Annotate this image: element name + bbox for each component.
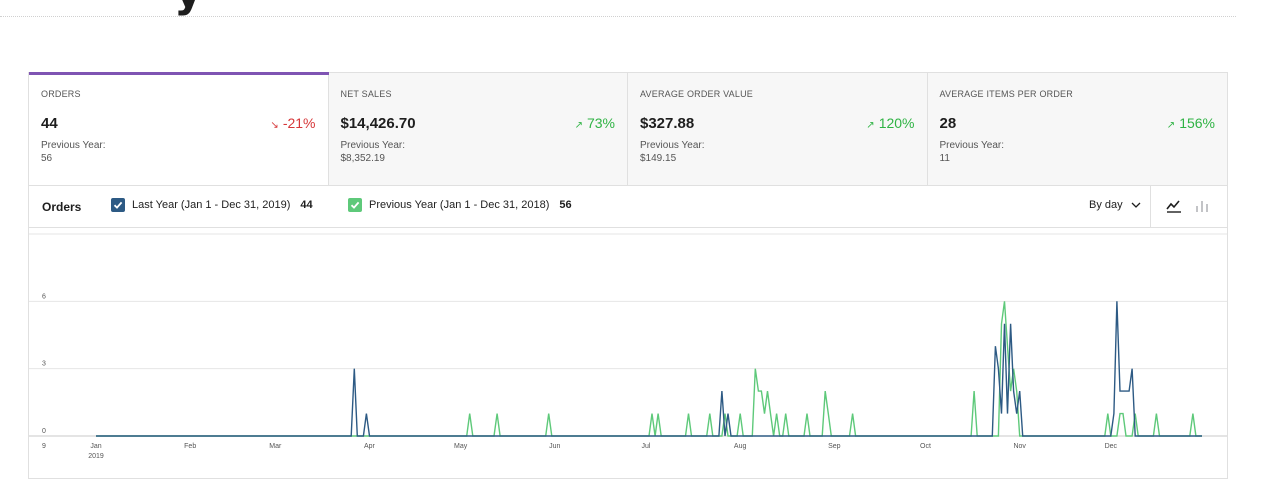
summary-delta-value: 120%	[878, 115, 915, 131]
bar-chart-icon	[1196, 201, 1208, 212]
summary-value: 28	[939, 115, 957, 132]
x-tick-label: Oct	[920, 443, 931, 450]
summary-tile-average-items-per-order[interactable]: AVERAGE ITEMS PER ORDER 28 ↗ 156% Previou…	[927, 73, 1227, 185]
legend-item-previous-year[interactable]: Previous Year (Jan 1 - Dec 31, 2018) 56	[348, 198, 572, 212]
chart-header: Orders Last Year (Jan 1 - Dec 31, 2019) …	[29, 186, 1227, 228]
divider	[0, 16, 1236, 17]
x-tick-label: Jul	[641, 443, 650, 450]
chart-series	[96, 301, 1202, 437]
summary-delta: ↗ 73%	[575, 115, 615, 131]
legend-item-last-year[interactable]: Last Year (Jan 1 - Dec 31, 2019) 44	[111, 198, 313, 212]
trend-up-icon: ↗	[1166, 120, 1176, 131]
y-axis-ticks: 0 3 6 9	[42, 293, 46, 450]
summary-value: 44	[41, 115, 58, 132]
x-tick-label: Nov	[1013, 443, 1026, 450]
summary-delta: ↘ -21%	[270, 115, 315, 131]
previous-value: 11	[939, 153, 950, 164]
chart-gridlines	[29, 233, 1227, 437]
previous-label: Previous Year:	[41, 140, 106, 151]
summary-value: $14,426.70	[340, 115, 416, 132]
x-tick-label: Dec	[1105, 443, 1118, 450]
checkbox-checked-icon[interactable]	[111, 198, 125, 212]
y-tick-label: 3	[42, 361, 46, 368]
x-tick-label: Jan	[90, 443, 101, 450]
x-tick-sublabel: 2019	[88, 453, 104, 460]
page-heading-fragment: y	[174, 0, 203, 14]
previous-label: Previous Year:	[340, 140, 406, 151]
analytics-report-panel: ORDERS 44 ↘ -21% Previous Year: 56 NET SA…	[28, 72, 1228, 479]
summary-numbers: ORDERS 44 ↘ -21% Previous Year: 56 NET SA…	[29, 72, 1227, 186]
trend-down-icon: ↘	[270, 120, 279, 131]
x-tick-label: Mar	[269, 443, 282, 450]
x-tick-label: May	[454, 443, 468, 450]
summary-tile-average-order-value[interactable]: AVERAGE ORDER VALUE $327.88 ↗ 120% Previo…	[628, 73, 928, 185]
summary-delta: ↗ 120%	[866, 115, 914, 131]
x-tick-label: Feb	[184, 443, 196, 450]
interval-select-value: By day	[1089, 199, 1123, 211]
line-chart-button[interactable]	[1165, 197, 1183, 215]
y-tick-label: 6	[42, 293, 46, 300]
trend-up-icon: ↗	[866, 120, 875, 131]
summary-delta-value: 156%	[1179, 115, 1215, 131]
summary-label: ORDERS	[41, 89, 81, 99]
summary-tile-orders[interactable]: ORDERS 44 ↘ -21% Previous Year: 56	[29, 72, 329, 185]
previous-value: 56	[41, 153, 53, 164]
series-line	[96, 301, 1202, 437]
previous-value: $8,352.19	[340, 153, 386, 164]
bar-chart-button[interactable]	[1193, 197, 1211, 215]
x-tick-label: Jun	[549, 443, 560, 450]
x-tick-label: Sep	[828, 443, 841, 450]
checkbox-checked-icon[interactable]	[348, 198, 362, 212]
legend-total: 56	[559, 199, 572, 211]
summary-label: NET SALES	[340, 89, 392, 99]
x-tick-label: Apr	[364, 443, 376, 450]
summary-delta-value: -21%	[282, 115, 316, 131]
legend-total: 44	[300, 199, 313, 211]
legend-label: Previous Year (Jan 1 - Dec 31, 2018)	[369, 199, 550, 211]
divider	[1150, 186, 1151, 227]
y-tick-label: 0	[42, 428, 46, 435]
summary-tile-net-sales[interactable]: NET SALES $14,426.70 ↗ 73% Previous Year:…	[328, 73, 628, 185]
chart-title: Orders	[42, 200, 82, 214]
summary-value: $327.88	[640, 115, 695, 132]
x-axis-ticks: Jan 2019 Feb Mar Apr May Jun Jul Aug Sep Oct Nov Dec	[88, 443, 1117, 460]
x-tick-label: Aug	[734, 443, 747, 450]
chevron-down-icon	[1131, 202, 1141, 208]
summary-label: AVERAGE ORDER VALUE	[640, 89, 753, 99]
line-chart-icon	[1166, 200, 1181, 213]
interval-select[interactable]: By day	[1089, 199, 1141, 211]
summary-delta-value: 73%	[586, 115, 615, 131]
previous-label: Previous Year:	[640, 140, 705, 151]
summary-delta: ↗ 156%	[1167, 115, 1215, 131]
summary-label: AVERAGE ITEMS PER ORDER	[939, 89, 1073, 99]
previous-label: Previous Year:	[939, 140, 1005, 151]
legend-label: Last Year (Jan 1 - Dec 31, 2019)	[132, 199, 291, 211]
y-tick-label: 9	[42, 443, 46, 450]
trend-up-icon: ↗	[574, 120, 583, 131]
orders-line-chart: 0 3 6 9 Jan 2019 Feb Mar Apr May Jun Jul Aug Sep Oct N…	[29, 233, 1227, 460]
previous-value: $149.15	[640, 153, 677, 164]
